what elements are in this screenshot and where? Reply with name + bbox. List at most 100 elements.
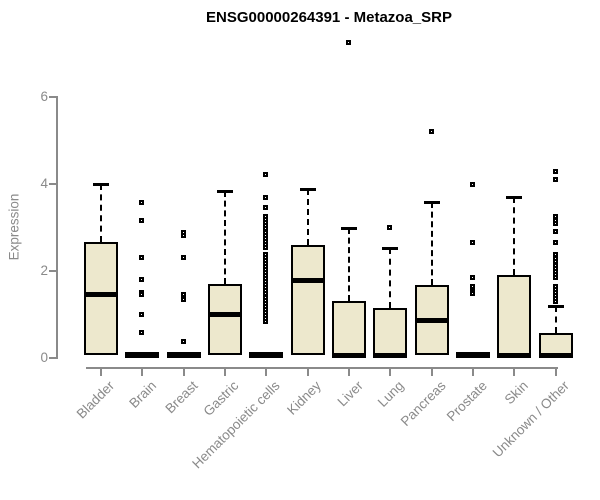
outlier-point: [263, 171, 269, 177]
whisker-line: [347, 227, 350, 301]
x-tick: [223, 369, 226, 376]
x-tick: [430, 369, 433, 376]
outlier-point: [428, 128, 434, 134]
outlier-point: [139, 330, 145, 336]
outlier-point: [139, 200, 145, 206]
outlier-point: [469, 240, 475, 246]
whisker-line: [389, 247, 392, 308]
median-line: [455, 353, 490, 358]
x-tick-label: Skin: [501, 378, 531, 408]
whisker-cap: [423, 200, 440, 204]
box: [84, 241, 118, 355]
whisker-cap: [506, 196, 523, 200]
x-tick-label: Bladder: [74, 378, 118, 422]
x-tick: [141, 369, 144, 376]
whisker-cap: [93, 183, 109, 186]
outlier-point: [469, 291, 475, 297]
median-line: [84, 292, 118, 298]
outlier-point: [387, 224, 393, 230]
x-tick-label: Pancreas: [397, 378, 449, 429]
x-tick-label: Breast: [162, 378, 201, 417]
y-tick-label: 0: [40, 350, 48, 365]
outlier-point: [469, 181, 475, 187]
whisker-cap: [299, 187, 316, 191]
x-axis-line: [86, 367, 558, 369]
whisker-line: [430, 201, 433, 285]
outlier-point: [552, 177, 558, 183]
x-tick: [471, 369, 474, 376]
x-tick-label: Prostate: [443, 378, 490, 425]
whisker-line: [223, 191, 226, 285]
median-line: [290, 277, 325, 283]
x-tick: [306, 369, 309, 376]
median-line: [538, 353, 573, 358]
x-tick: [182, 369, 185, 376]
outlier-point: [139, 254, 145, 260]
y-axis-label: Expression: [6, 193, 22, 261]
whisker-cap: [547, 304, 564, 308]
whisker-cap: [382, 246, 399, 250]
outlier-point: [469, 283, 475, 289]
y-tick-label: 6: [40, 89, 48, 104]
outlier-point: [180, 338, 186, 344]
median-line: [373, 353, 408, 358]
outlier-point: [180, 297, 186, 303]
whisker-line: [513, 197, 516, 275]
whisker-cap: [216, 190, 233, 194]
y-axis-line: [56, 96, 58, 359]
y-tick-label: 4: [40, 176, 48, 191]
x-tick-label: Lung: [375, 378, 407, 410]
outlier-point: [552, 298, 558, 304]
chart-title: ENSG00000264391 - Metazoa_SRP: [206, 9, 452, 26]
box: [497, 274, 532, 358]
y-tick: [49, 357, 56, 359]
whisker-line: [306, 188, 309, 246]
outlier-point: [139, 277, 145, 283]
outlier-point: [139, 311, 145, 317]
outlier-point: [180, 291, 186, 297]
x-tick: [100, 369, 102, 376]
outlier-point: [469, 275, 475, 281]
median-line: [331, 353, 366, 358]
outlier-point: [180, 233, 186, 239]
y-tick: [49, 96, 56, 98]
whisker-cap: [340, 226, 357, 230]
x-tick: [554, 369, 557, 376]
median-line: [497, 353, 532, 358]
outlier-point: [552, 240, 558, 246]
outlier-point: [263, 205, 269, 211]
median-line: [125, 353, 160, 358]
box: [373, 307, 408, 358]
y-tick-label: 2: [40, 263, 48, 278]
x-tick: [265, 369, 268, 376]
x-tick: [347, 369, 350, 376]
x-tick: [513, 369, 516, 376]
outlier-point: [552, 228, 558, 234]
outlier-point: [552, 274, 558, 280]
x-tick-label: Liver: [334, 378, 366, 410]
outlier-point: [552, 221, 558, 227]
median-line: [249, 353, 284, 358]
median-line: [207, 311, 242, 317]
y-tick: [49, 183, 56, 185]
outlier-point: [180, 254, 186, 260]
median-line: [414, 317, 449, 323]
outlier-point: [552, 168, 558, 174]
outlier-point: [552, 213, 558, 219]
x-tick-label: Kidney: [284, 378, 325, 418]
outlier-point: [263, 318, 269, 324]
whisker-line: [554, 305, 557, 334]
x-tick-label: Brain: [126, 378, 159, 411]
box: [207, 284, 242, 355]
x-tick: [389, 369, 392, 376]
x-tick-label: Unknown / Other: [489, 378, 573, 461]
median-line: [166, 353, 201, 358]
y-tick: [49, 270, 56, 272]
outlier-point: [139, 217, 145, 223]
box: [331, 300, 366, 358]
box: [290, 245, 325, 355]
outlier-point: [139, 292, 145, 298]
outlier-point: [263, 195, 269, 201]
whisker-line: [100, 184, 102, 242]
